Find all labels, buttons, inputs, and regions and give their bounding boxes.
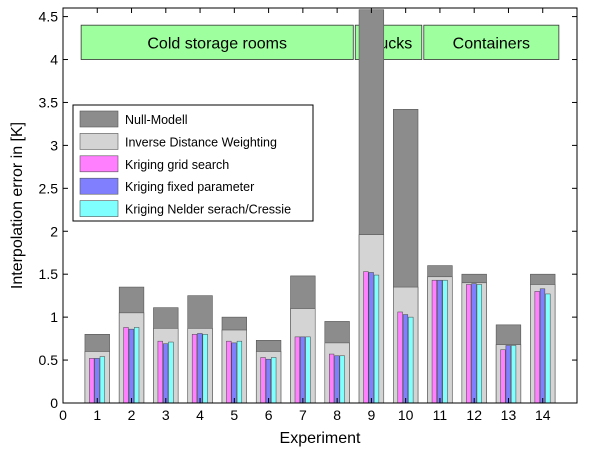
bar-kriging-nelder-serach-cressie-12 bbox=[476, 284, 482, 404]
bar-kriging-nelder-serach-cressie-14 bbox=[545, 293, 551, 404]
x-axis-label: Experiment bbox=[280, 430, 361, 447]
axes-frame bbox=[62, 7, 578, 404]
bar-kriging-nelder-serach-cressie-9 bbox=[373, 274, 380, 404]
bar-kriging-grid-search-11 bbox=[431, 279, 438, 404]
x-tick-label-13: 13 bbox=[501, 407, 517, 423]
legend-label-1: Inverse Distance Weighting bbox=[125, 135, 277, 149]
y-tick-label-2.5: 2.5 bbox=[39, 180, 59, 196]
y-tick-label-2: 2 bbox=[50, 223, 58, 239]
bar-kriging-fixed-parameter-14 bbox=[539, 288, 546, 404]
group-band-2 bbox=[423, 24, 560, 60]
bar-kriging-grid-search-6 bbox=[260, 357, 266, 404]
legend-swatch-1 bbox=[79, 133, 119, 150]
group-label-2: Containers bbox=[453, 35, 530, 52]
bar-kriging-fixed-parameter-10 bbox=[402, 314, 409, 404]
bar-kriging-fixed-parameter-1 bbox=[94, 358, 100, 404]
legend-swatch-3 bbox=[79, 177, 119, 195]
x-tick-label-14: 14 bbox=[535, 407, 551, 423]
bar-kriging-grid-search-13 bbox=[500, 349, 506, 404]
bar-kriging-nelder-serach-cressie-1 bbox=[99, 356, 105, 404]
bar-kriging-nelder-serach-cressie-13 bbox=[510, 345, 517, 404]
bar-kriging-grid-search-3 bbox=[157, 340, 163, 404]
bar-kriging-fixed-parameter-13 bbox=[505, 345, 511, 404]
y-tick-label-0: 0 bbox=[50, 395, 58, 411]
y-tick-label-1.5: 1.5 bbox=[39, 266, 59, 282]
bar-kriging-grid-search-2 bbox=[123, 327, 129, 404]
bar-kriging-fixed-parameter-7 bbox=[300, 336, 306, 404]
bar-kriging-grid-search-1 bbox=[89, 358, 95, 404]
bar-kriging-grid-search-8 bbox=[329, 353, 335, 404]
bar-kriging-nelder-serach-cressie-3 bbox=[168, 341, 174, 404]
bar-kriging-grid-search-9 bbox=[363, 271, 369, 404]
bar-kriging-fixed-parameter-6 bbox=[265, 358, 271, 404]
y-tick-label-4: 4 bbox=[50, 52, 58, 68]
bar-kriging-nelder-serach-cressie-4 bbox=[202, 334, 208, 404]
bar-kriging-fixed-parameter-12 bbox=[471, 283, 477, 404]
y-axis-label: Interpolation error in [K] bbox=[9, 122, 26, 289]
legend-swatch-0 bbox=[79, 110, 119, 128]
bar-kriging-fixed-parameter-9 bbox=[368, 272, 374, 404]
bar-kriging-grid-search-7 bbox=[294, 336, 300, 404]
bar-kriging-nelder-serach-cressie-11 bbox=[442, 279, 448, 404]
legend-label-4: Kriging Nelder serach/Cressie bbox=[125, 203, 291, 217]
x-tick-label-0: 0 bbox=[59, 407, 67, 423]
x-tick-label-11: 11 bbox=[433, 407, 448, 423]
x-tick-label-4: 4 bbox=[196, 407, 204, 423]
x-tick-label-3: 3 bbox=[162, 407, 170, 423]
bar-kriging-grid-search-14 bbox=[534, 291, 540, 404]
legend-label-2: Kriging grid search bbox=[125, 158, 229, 172]
bar-kriging-nelder-serach-cressie-8 bbox=[339, 355, 345, 404]
y-tick-label-3.5: 3.5 bbox=[39, 94, 59, 110]
y-tick-label-4.5: 4.5 bbox=[39, 9, 59, 25]
x-tick-label-1: 1 bbox=[93, 407, 101, 423]
bar-kriging-fixed-parameter-3 bbox=[162, 343, 169, 404]
bar-kriging-nelder-serach-cressie-2 bbox=[134, 327, 140, 404]
bar-kriging-nelder-serach-cressie-7 bbox=[305, 336, 311, 404]
x-tick-label-7: 7 bbox=[299, 407, 307, 423]
bar-kriging-nelder-serach-cressie-10 bbox=[408, 316, 414, 404]
bar-kriging-nelder-serach-cressie-5 bbox=[236, 340, 243, 404]
legend-swatch-4 bbox=[79, 200, 119, 217]
bar-kriging-grid-search-5 bbox=[226, 340, 232, 404]
bar-kriging-fixed-parameter-11 bbox=[437, 279, 443, 404]
x-tick-label-6: 6 bbox=[265, 407, 273, 423]
x-tick-label-2: 2 bbox=[128, 407, 136, 423]
y-tick-label-1: 1 bbox=[50, 309, 58, 325]
legend: Null-Modell Inverse Distance Weighting Kri… bbox=[72, 104, 314, 222]
legend-swatch-2 bbox=[79, 155, 119, 173]
bar-kriging-nelder-serach-cressie-6 bbox=[271, 357, 277, 404]
group-band-0 bbox=[80, 24, 354, 60]
group-labels: Cold storage rooms Trucks Containers bbox=[80, 24, 560, 60]
x-tick-label-9: 9 bbox=[368, 407, 376, 423]
bar-kriging-fixed-parameter-8 bbox=[334, 355, 340, 404]
x-tick-label-10: 10 bbox=[398, 407, 414, 423]
x-tick-label-5: 5 bbox=[230, 407, 238, 423]
bar-kriging-grid-search-12 bbox=[466, 284, 472, 404]
group-label-0: Cold storage rooms bbox=[147, 35, 287, 52]
bar-kriging-grid-search-10 bbox=[397, 311, 403, 404]
legend-label-0: Null-Modell bbox=[125, 113, 188, 127]
bar-kriging-fixed-parameter-4 bbox=[197, 333, 203, 404]
y-tick-label-0.5: 0.5 bbox=[39, 352, 59, 368]
x-tick-label-8: 8 bbox=[333, 407, 341, 423]
bar-kriging-fixed-parameter-5 bbox=[231, 342, 237, 404]
bar-kriging-fixed-parameter-2 bbox=[128, 328, 134, 404]
bars bbox=[84, 9, 556, 404]
legend-label-3: Kriging fixed parameter bbox=[125, 180, 254, 194]
bar-kriging-grid-search-4 bbox=[191, 334, 198, 404]
x-tick-label-12: 12 bbox=[466, 407, 482, 423]
y-tick-label-3: 3 bbox=[50, 137, 58, 153]
